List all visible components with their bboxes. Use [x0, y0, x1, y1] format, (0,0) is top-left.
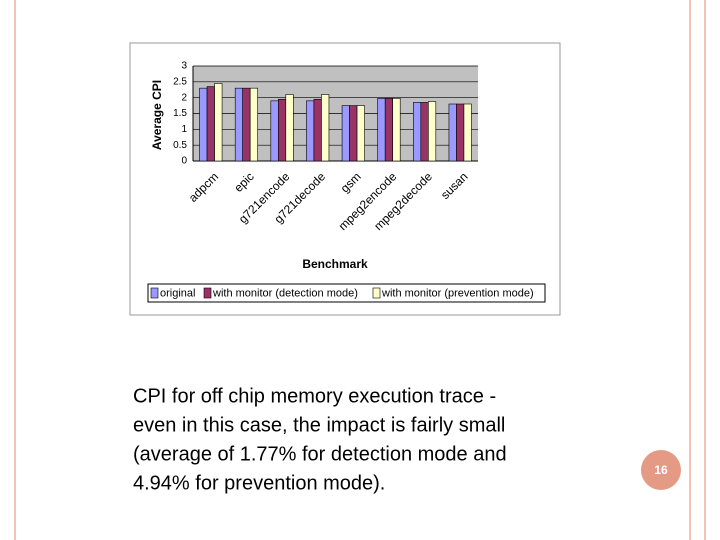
y-tick-label: 2.5 — [173, 76, 187, 87]
bar — [214, 83, 223, 162]
bar — [349, 105, 358, 162]
y-tick-label: 1.5 — [173, 108, 187, 119]
bar — [270, 100, 279, 162]
bar — [313, 98, 322, 162]
bar — [413, 102, 422, 162]
legend-swatch — [203, 287, 212, 299]
y-tick-label: 0.5 — [173, 140, 187, 151]
y-axis-label: Average CPI — [150, 80, 164, 150]
caption-line: CPI for off chip memory execution trace … — [133, 385, 496, 407]
bar — [242, 87, 251, 162]
bar — [463, 103, 472, 162]
y-tick-label: 1 — [181, 124, 187, 135]
y-tick-label: 3 — [181, 61, 187, 72]
legend-swatch — [150, 287, 159, 299]
legend-label: with monitor (detection mode) — [212, 287, 358, 299]
bar — [199, 87, 208, 162]
bar — [306, 100, 315, 162]
bar — [448, 103, 457, 162]
bar — [234, 87, 243, 162]
bar — [420, 102, 429, 162]
page-number: 16 — [654, 463, 668, 477]
y-tick-label: 2 — [181, 92, 187, 103]
bar — [341, 105, 350, 162]
bar — [356, 105, 365, 162]
caption-line: 4.94% for prevention mode). — [133, 472, 385, 494]
bar — [206, 86, 215, 162]
caption-line: even in this case, the impact is fairly … — [133, 414, 505, 436]
bar — [278, 98, 287, 162]
bar — [392, 98, 401, 162]
bar — [321, 94, 330, 162]
x-axis-label: Benchmark — [302, 257, 368, 271]
bar — [249, 87, 258, 162]
bar — [377, 98, 386, 162]
legend-label: with monitor (prevention mode) — [381, 287, 534, 299]
caption-line: (average of 1.77% for detection mode and — [133, 443, 507, 465]
page-number-badge — [641, 450, 681, 490]
legend-label: original — [160, 287, 195, 299]
legend-swatch — [372, 287, 381, 299]
y-tick-label: 0 — [181, 156, 187, 167]
bar — [384, 98, 393, 162]
bar — [428, 101, 437, 162]
legend — [147, 283, 546, 303]
bar — [285, 94, 294, 162]
bar — [456, 103, 465, 162]
